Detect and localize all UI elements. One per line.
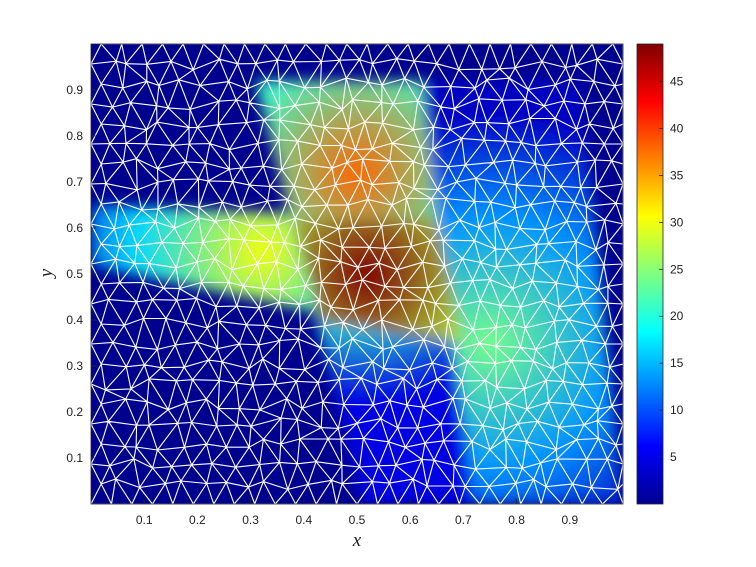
y-axis-label: y xyxy=(36,268,57,279)
x-tick-label: 0.2 xyxy=(189,513,206,527)
plot-area xyxy=(91,44,623,504)
y-tick-label: 0.9 xyxy=(66,83,83,97)
y-axis: 0.1 0.2 0.3 0.4 0.5 0.6 0.7 0.8 0.9 xyxy=(66,83,96,465)
x-tick-label: 0.5 xyxy=(349,513,366,527)
colorbar-tick-label: 5 xyxy=(670,450,677,464)
x-tick-label: 0.9 xyxy=(561,513,578,527)
colorbar-tick-label: 40 xyxy=(670,121,684,135)
triangle-mesh xyxy=(91,44,623,504)
colorbar-tick-label: 10 xyxy=(670,403,684,417)
y-tick-label: 0.4 xyxy=(66,313,83,327)
y-tick-label: 0.5 xyxy=(66,267,83,281)
x-tick-label: 0.3 xyxy=(242,513,259,527)
x-axis-label: x xyxy=(352,530,362,551)
colorbar: 5 10 15 20 25 30 35 40 45 xyxy=(636,43,684,505)
colorbar-tick-label: 15 xyxy=(670,356,684,370)
region-central-peak xyxy=(293,218,464,343)
colorbar-gradient xyxy=(636,43,664,505)
x-tick-label: 0.7 xyxy=(455,513,472,527)
y-tick-label: 0.6 xyxy=(66,221,83,235)
colorbar-tick-label: 35 xyxy=(670,168,684,182)
y-tick-label: 0.3 xyxy=(66,359,83,373)
x-axis: 0.1 0.2 0.3 0.4 0.5 0.6 0.7 0.8 0.9 xyxy=(136,499,578,527)
x-tick-label: 0.6 xyxy=(402,513,419,527)
colorbar-tick-label: 20 xyxy=(670,309,684,323)
x-tick-label: 0.4 xyxy=(295,513,312,527)
x-tick-label: 0.8 xyxy=(508,513,525,527)
y-tick-label: 0.7 xyxy=(66,175,83,189)
colorbar-tick-label: 25 xyxy=(670,262,684,276)
colorbar-ticks: 5 10 15 20 25 30 35 40 45 xyxy=(659,75,684,464)
y-tick-label: 0.2 xyxy=(66,405,83,419)
colorbar-tick-label: 45 xyxy=(670,75,684,89)
y-tick-label: 0.1 xyxy=(66,451,83,465)
y-tick-label: 0.8 xyxy=(66,129,83,143)
mesh-edges xyxy=(91,44,623,504)
x-tick-label: 0.1 xyxy=(136,513,153,527)
colorbar-tick-label: 30 xyxy=(670,215,684,229)
